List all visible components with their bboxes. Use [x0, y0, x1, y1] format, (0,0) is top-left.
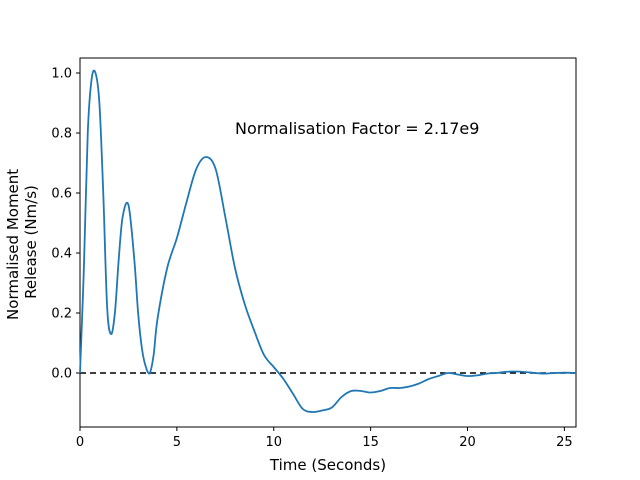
y-tick-label: 0.8	[51, 127, 72, 142]
y-axis-ticks: 0.0 0.2 0.4 0.6 0.8 1.0	[51, 67, 80, 382]
y-tick-label: 1.0	[51, 67, 72, 82]
x-axis-label: Time (Seconds)	[269, 456, 386, 474]
x-tick-label: 15	[362, 435, 379, 450]
plot-frame	[79, 57, 577, 428]
x-axis-ticks: 0 5 10 15 20 25	[76, 427, 573, 450]
normalisation-factor-annotation: Normalisation Factor = 2.17e9	[235, 119, 479, 138]
x-tick-label: 5	[173, 435, 181, 450]
y-tick-label: 0.6	[51, 187, 72, 202]
series-line	[79, 69, 577, 413]
y-axis-label-line-2: Release (Nm/s)	[22, 185, 40, 299]
y-axis-label-line-1: Normalised Moment	[4, 169, 22, 320]
x-tick-label: 20	[459, 435, 476, 450]
y-tick-label: 0.2	[51, 307, 72, 322]
x-tick-label: 25	[556, 435, 573, 450]
x-tick-label: 10	[265, 435, 282, 450]
y-tick-label: 0.0	[51, 367, 72, 382]
y-tick-label: 0.4	[51, 247, 72, 262]
y-axis-label: Normalised Moment Release (Nm/s)	[4, 164, 40, 320]
x-tick-label: 0	[76, 435, 84, 450]
